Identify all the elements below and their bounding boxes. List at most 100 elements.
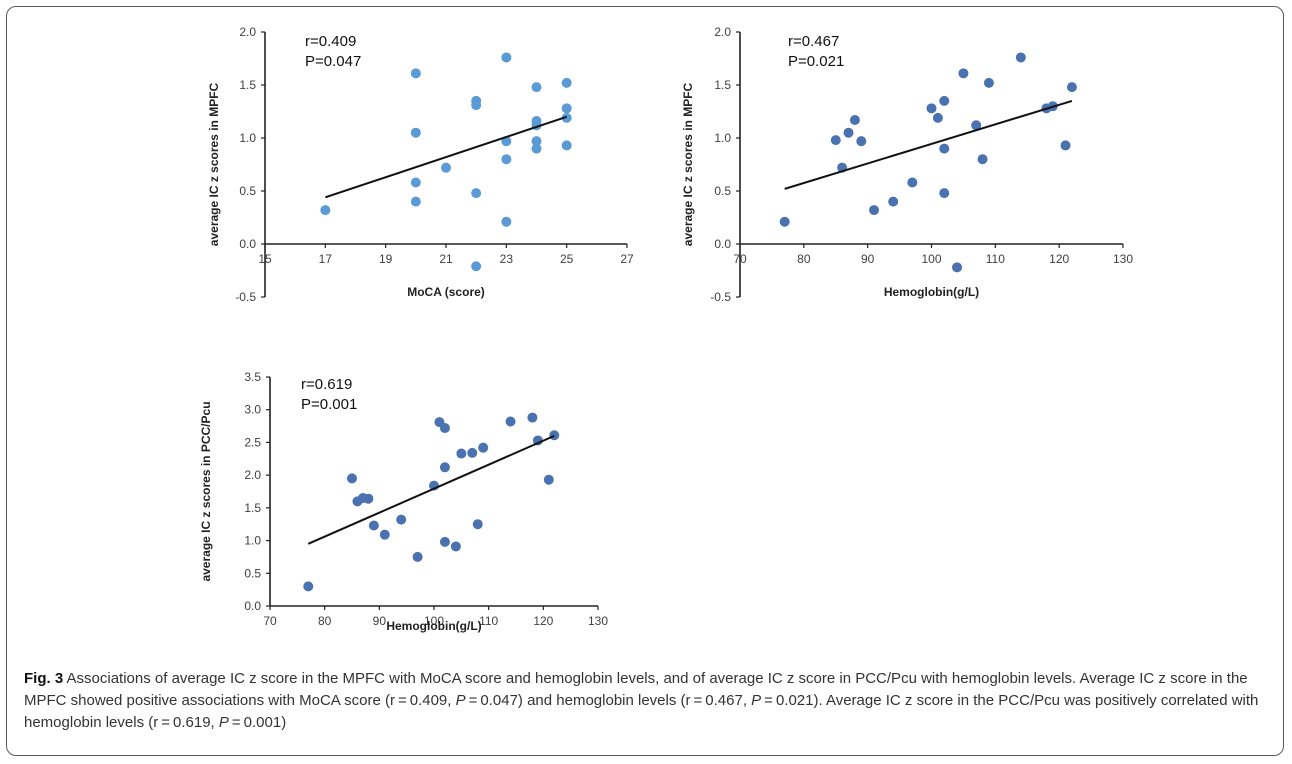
y-tick-label: 0.0 xyxy=(244,599,261,613)
y-axis-title: average IC z scores in MPFC xyxy=(681,82,695,246)
data-point xyxy=(939,95,950,106)
y-tick-label: 2.0 xyxy=(239,25,256,39)
x-tick-label: 70 xyxy=(733,252,747,266)
data-point xyxy=(396,514,407,525)
x-tick-label: 15 xyxy=(258,252,272,266)
p-value-label: P=0.001 xyxy=(301,396,357,413)
x-tick-label: 21 xyxy=(439,252,453,266)
y-tick-label: 2.5 xyxy=(244,435,261,449)
data-point xyxy=(303,581,314,592)
data-point xyxy=(456,448,467,459)
data-point xyxy=(830,135,841,146)
x-tick-label: 17 xyxy=(319,252,333,266)
data-point xyxy=(939,188,950,199)
data-point xyxy=(932,112,943,123)
x-tick-label: 19 xyxy=(379,252,393,266)
data-point xyxy=(561,103,572,114)
data-point xyxy=(501,154,512,165)
x-tick-label: 25 xyxy=(560,252,574,266)
data-point xyxy=(531,143,542,154)
data-point xyxy=(347,473,357,484)
x-tick-label: 100 xyxy=(424,614,444,628)
caption-text-3: = 0.021). Average IC z score in the PCC/… xyxy=(24,692,1259,731)
y-tick-label: 2.0 xyxy=(244,468,261,482)
data-point xyxy=(410,177,421,188)
data-point xyxy=(467,447,478,458)
trend-line xyxy=(784,99,1073,190)
data-point xyxy=(561,77,572,88)
x-tick-label: 120 xyxy=(1049,252,1069,266)
y-axis-title: average IC z scores in PCC/Pcu xyxy=(199,401,213,581)
data-point xyxy=(410,68,421,79)
y-tick-label: -0.5 xyxy=(235,290,256,304)
data-point xyxy=(379,529,390,540)
caption-p-1: P xyxy=(455,692,466,709)
x-axis-title: Hemoglobin(g/L) xyxy=(386,619,481,633)
y-tick-label: 2.0 xyxy=(714,25,731,39)
data-point xyxy=(543,474,554,485)
trend-line xyxy=(307,434,555,545)
data-point xyxy=(471,261,482,272)
x-tick-label: 80 xyxy=(797,252,811,266)
data-point xyxy=(971,120,982,131)
y-tick-label: 0.0 xyxy=(239,237,256,251)
data-point xyxy=(958,68,969,79)
y-tick-label: 1.5 xyxy=(239,78,256,92)
data-point xyxy=(561,140,572,151)
x-tick-label: 130 xyxy=(1113,252,1133,266)
data-point xyxy=(471,188,482,199)
caption-text-1: Associations of average IC z score in th… xyxy=(24,670,1248,709)
figure-label: Fig. 3 xyxy=(24,670,64,687)
data-point xyxy=(983,77,994,88)
x-tick-label: 90 xyxy=(373,614,387,628)
data-point xyxy=(849,114,860,125)
y-tick-label: 1.0 xyxy=(714,131,731,145)
data-point xyxy=(363,493,374,504)
y-tick-label: 1.5 xyxy=(244,501,261,515)
data-point xyxy=(926,103,937,114)
data-point xyxy=(856,136,867,147)
x-tick-label: 100 xyxy=(921,252,941,266)
correlation-r-label: r=0.619 xyxy=(301,376,352,393)
data-point xyxy=(439,462,450,473)
y-tick-label: -0.5 xyxy=(710,290,731,304)
data-point xyxy=(505,416,516,427)
data-point xyxy=(1015,52,1026,63)
y-tick-label: 3.5 xyxy=(244,370,261,384)
data-point xyxy=(779,216,790,227)
x-tick-label: 120 xyxy=(533,614,553,628)
y-tick-label: 1.5 xyxy=(714,78,731,92)
data-point xyxy=(977,154,988,165)
data-point xyxy=(501,52,512,63)
caption-p-3: P xyxy=(218,714,229,731)
chart-pcc-hemoglobin: 0.0 0.5 1.0 1.5 2.0 2.5 3.0 3.5 70 80 90 100 110 120 1… xyxy=(199,370,608,633)
x-tick-label: 23 xyxy=(500,252,514,266)
p-value-label: P=0.047 xyxy=(305,53,361,70)
figure-caption: Fig. 3 Associations of average IC z scor… xyxy=(24,668,1264,734)
y-tick-label: 0.0 xyxy=(714,237,731,251)
chart-mpfc-hemoglobin: -0.5 0.0 0.5 1.0 1.5 2.0 70 80 90 100 110 120 130 Hem… xyxy=(681,25,1133,304)
y-tick-label: 0.5 xyxy=(239,184,256,198)
data-point xyxy=(439,536,450,547)
data-point xyxy=(439,423,450,434)
data-point xyxy=(907,177,918,188)
y-tick-label: 0.5 xyxy=(714,184,731,198)
data-point xyxy=(472,519,483,530)
y-tick-label: 1.0 xyxy=(239,131,256,145)
data-point xyxy=(561,112,572,123)
data-point xyxy=(531,82,542,93)
data-point xyxy=(478,442,489,453)
correlation-r-label: r=0.467 xyxy=(788,33,839,50)
data-point xyxy=(501,216,512,227)
data-point xyxy=(471,100,482,111)
x-tick-label: 110 xyxy=(479,614,498,628)
data-point xyxy=(952,262,963,273)
x-tick-label: 70 xyxy=(263,614,277,628)
caption-text-4: = 0.001) xyxy=(228,714,287,731)
x-tick-label: 110 xyxy=(986,252,1005,266)
p-value-label: P=0.021 xyxy=(788,53,844,70)
chart-mpfc-moca: -0.5 0.0 0.5 1.0 1.5 2.0 15 17 19 21 23 25 27 MoCA (s… xyxy=(207,25,634,304)
data-point xyxy=(531,136,542,147)
y-tick-label: 0.5 xyxy=(244,566,261,580)
data-point xyxy=(320,205,331,216)
